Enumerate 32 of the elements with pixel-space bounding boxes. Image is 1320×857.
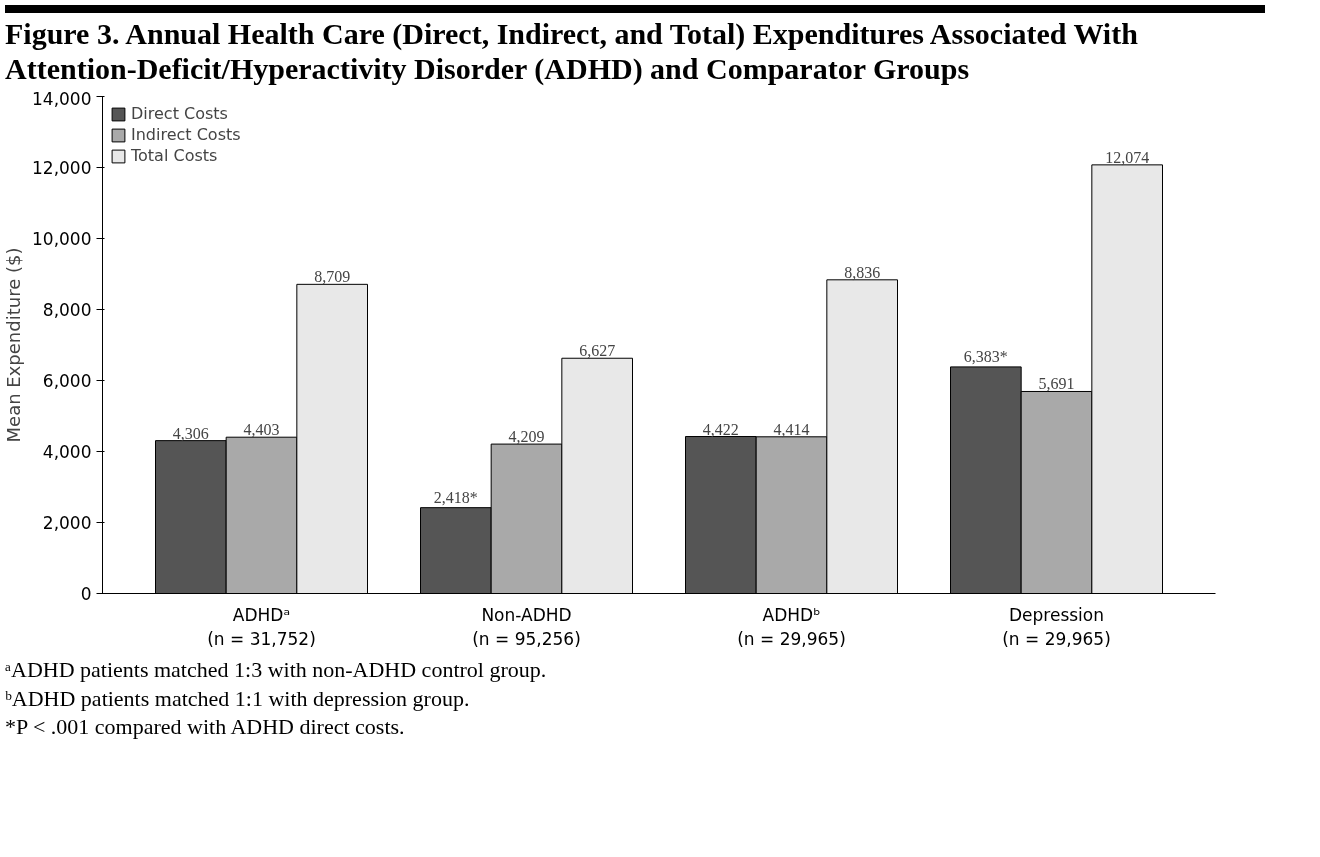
data-label: 8,709	[314, 268, 351, 286]
legend-label: Indirect Costs	[131, 125, 241, 144]
data-label: 4,422	[702, 420, 739, 438]
y-tick-label: 12,000	[32, 158, 92, 178]
data-label: 4,209	[508, 428, 545, 446]
data-label: 2,418*	[433, 488, 478, 506]
y-tick-label: 10,000	[32, 229, 92, 249]
x-tick-label: Non-ADHD (n = 95,256)	[472, 604, 581, 649]
data-label: 4,306	[172, 424, 209, 442]
text: ᵃADHD patients matched 1:3 with non-ADHD control group.	[5, 657, 547, 682]
y-axis-title: Mean Expenditure ($)	[3, 247, 25, 443]
x-tick-label: Depression (n = 29,965)	[1002, 604, 1111, 649]
legend-label: Total Costs	[131, 146, 218, 165]
y-tick-label: 4,000	[42, 442, 92, 462]
data-label: 5,691	[1038, 375, 1075, 393]
text: ᵇADHD patients matched 1:1 with depression group.	[5, 685, 470, 711]
chart-title: Figure 3. Annual Health Care (Direct, Indirect, and Total) Expenditures Associated With Attention-Deficit/Hyperactivity Disorder (ADHD) and Comparator Groups	[5, 17, 1139, 86]
y-tick-label: 2,000	[42, 513, 92, 533]
y-tick-label: 14,000	[32, 88, 92, 109]
y-tick-label: 6,000	[42, 371, 92, 391]
data-label: 8,836	[844, 263, 881, 281]
data-label: 4,403	[243, 421, 280, 439]
data-label: 6,627	[579, 342, 616, 360]
x-tick-label: ADHDᵇ (n = 29,965)	[737, 604, 846, 649]
y-tick-label: 8,000	[42, 300, 92, 320]
data-label: 6,383*	[963, 347, 1008, 365]
data-label: 4,414	[773, 420, 810, 438]
legend-label: Direct Costs	[131, 104, 228, 123]
text: *P < .001 compared with ADHD direct costs.	[5, 714, 405, 740]
data-label: 12,074	[1105, 148, 1150, 166]
x-tick-label: ADHDᵃ (n = 31,752)	[207, 604, 316, 649]
y-tick-label: 0	[80, 584, 92, 604]
